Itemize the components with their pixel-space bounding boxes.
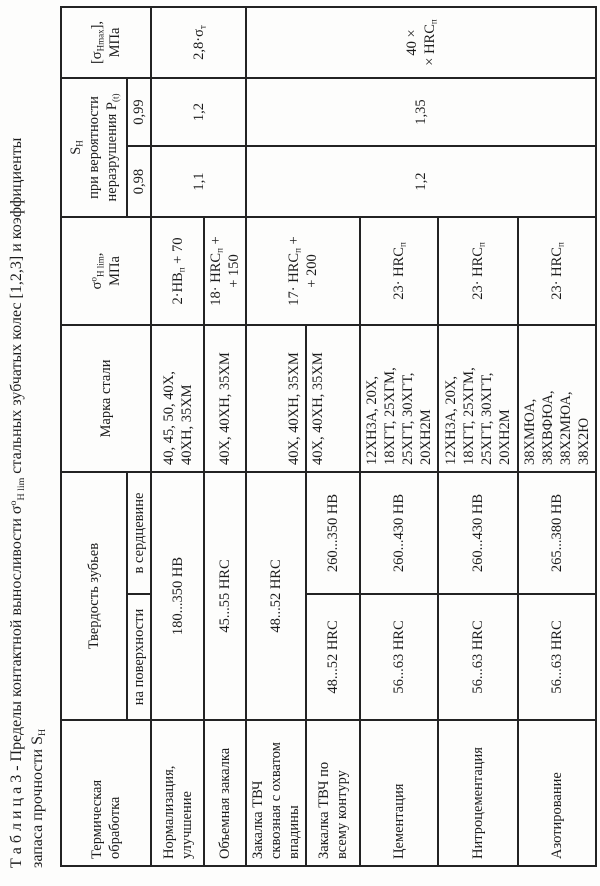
cell-hardness-surface-4: 48...52 HRC	[306, 594, 360, 720]
page-title-line-1: Т а б л и ц а 3 - Пределы контактной вын…	[8, 137, 27, 868]
cell-treatment-2: Объемная закалка	[204, 720, 246, 866]
cell-sigma-h-lim-rows-3-4: 17· HRCп + + 200	[246, 217, 360, 325]
cell-treatment-3: Закалка ТВЧ сквозная с охватом впадины	[246, 720, 306, 866]
cell-hardness-surface-5: 56...63 HRC	[360, 594, 438, 720]
header-steel-grade: Марка стали	[61, 325, 151, 472]
cell-steel-3: 40Х, 40ХН, 35ХМ	[246, 325, 306, 472]
cell-sigma-h-lim-5: 23· HRCп	[360, 217, 438, 325]
cell-hardness-3: 48...52 HRC	[246, 472, 306, 720]
page-title-line-2: запаса прочности SН	[29, 728, 48, 868]
cell-steel-1: 40, 45, 50, 40Х, 40ХН, 35ХМ	[151, 325, 204, 472]
cell-steel-7: 38ХМЮА, 38ХВФЮА, 38Х2МЮА, 38Х2Ю	[518, 325, 596, 472]
cell-hardness-surface-6: 56...63 HRC	[438, 594, 518, 720]
cell-sigma-h-lim-6: 23· HRCп	[438, 217, 518, 325]
header-heat-treatment: Термическая обработка	[61, 720, 151, 866]
cell-hardness-1: 180...350 НВ	[151, 472, 204, 720]
table-caption: Т а б л и ц а 3 - Пределы контактной вын…	[6, 0, 48, 868]
cell-sh-099-rows-3-7: 1,35	[246, 78, 596, 146]
cell-sigma-h-max-rows-1-2: 2,8·σт	[151, 7, 246, 78]
cell-treatment-5: Цементация	[360, 720, 438, 866]
cell-treatment-1: Нормализация, улучшение	[151, 720, 204, 866]
header-tooth-hardness: Твердость зубьев	[61, 472, 127, 720]
cell-hardness-core-4: 260...350 НВ	[306, 472, 360, 594]
cell-sh-098-rows-3-7: 1,2	[246, 146, 596, 217]
cell-sh-099-rows-1-2: 1,2	[151, 78, 246, 146]
header-p-099: 0,99	[127, 78, 151, 146]
cell-treatment-4: Закалка ТВЧ по всему контуру	[306, 720, 360, 866]
cell-hardness-core-6: 260...430 НВ	[438, 472, 518, 594]
cell-steel-4: 40Х, 40ХН, 35ХМ	[306, 325, 360, 472]
header-hardness-surface: на поверхности	[127, 594, 151, 720]
cell-steel-6: 12ХН3А, 20Х, 18ХГТ, 25ХГМ, 25ХГТ, 30ХГТ,…	[438, 325, 518, 472]
header-sigma-h-max: [σHmax], МПа	[61, 7, 151, 78]
cell-sh-098-rows-1-2: 1,1	[151, 146, 246, 217]
cell-hardness-core-5: 260...430 НВ	[360, 472, 438, 594]
cell-hardness-2: 45...55 HRC	[204, 472, 246, 720]
header-hardness-core: в сердцевине	[127, 472, 151, 594]
cell-hardness-surface-7: 56...63 HRC	[518, 594, 596, 720]
cell-treatment-7: Азотирование	[518, 720, 596, 866]
cell-steel-5: 12ХН3А, 20Х, 18ХГТ, 25ХГМ, 25ХГТ, 30ХГТ,…	[360, 325, 438, 472]
cell-sigma-h-lim-2: 18· HRCп + + 150	[204, 217, 246, 325]
cell-sigma-h-max-rows-3-7: 40 × × HRCп	[246, 7, 596, 78]
header-p-098: 0,98	[127, 146, 151, 217]
header-s-h: SН при вероятности неразрушения Р(t)	[61, 78, 127, 217]
endurance-limits-table: Термическая обработка Твердость зубьев М…	[60, 6, 597, 867]
cell-sigma-h-lim-1: 2·НВп + 70	[151, 217, 204, 325]
header-sigma-h-lim: σоH lim, МПа	[61, 217, 151, 325]
cell-sigma-h-lim-7: 23· HRCп	[518, 217, 596, 325]
cell-hardness-core-7: 265...380 НВ	[518, 472, 596, 594]
cell-steel-2: 40Х, 40ХН, 35ХМ	[204, 325, 246, 472]
cell-treatment-6: Нитроцементация	[438, 720, 518, 866]
